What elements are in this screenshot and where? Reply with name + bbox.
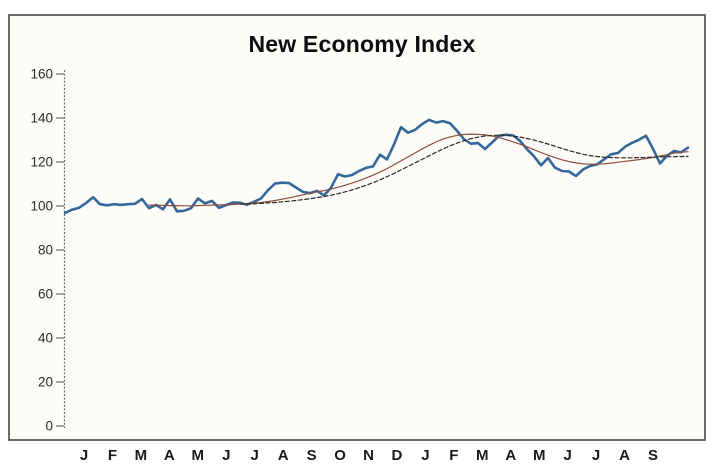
x-axis-month-label: M — [135, 447, 148, 464]
x-axis-month-label: S — [307, 447, 317, 464]
x-axis-month-label: J — [222, 447, 230, 464]
x-axis-month-label: M — [476, 447, 489, 464]
y-axis-tick-label: 100 — [30, 199, 53, 214]
y-axis-tick-label: 140 — [30, 111, 53, 126]
short-moving-average-line — [148, 133, 689, 207]
x-axis-month-label: F — [108, 447, 117, 464]
x-axis-month-label: M — [192, 447, 205, 464]
x-axis-month-label: S — [648, 447, 658, 464]
y-axis-tick-label: 0 — [45, 419, 53, 434]
y-axis-tick-label: 120 — [30, 155, 53, 170]
x-axis-month-label: J — [421, 447, 429, 464]
x-axis-month-label: J — [251, 447, 259, 464]
x-axis-month-label: D — [392, 447, 403, 464]
y-axis-tick-label: 80 — [38, 243, 53, 258]
x-axis-month-label: A — [619, 447, 630, 464]
x-axis-month-label: A — [278, 447, 289, 464]
x-axis-month-label: A — [164, 447, 175, 464]
y-axis-tick-label: 60 — [38, 287, 53, 302]
x-axis-month-label: F — [449, 447, 458, 464]
plot-lines — [63, 118, 690, 215]
chart-frame — [8, 14, 706, 441]
chart-title: New Economy Index — [248, 31, 475, 57]
x-axis-month-label: A — [505, 447, 516, 464]
y-axis-tick-label: 20 — [38, 375, 53, 390]
x-axis-month-label: J — [592, 447, 600, 464]
x-axis-month-label: O — [334, 447, 346, 464]
y-axis-tick-label: 40 — [38, 331, 53, 346]
new-economy-index-weekly-line — [63, 118, 690, 215]
x-axis-month-label: J — [563, 447, 571, 464]
long-moving-average-line — [239, 134, 689, 205]
x-axis-month-label: M — [533, 447, 546, 464]
x-axis-month-label: J — [80, 447, 88, 464]
x-axis-month-label: N — [363, 447, 374, 464]
y-axis-tick-label: 160 — [30, 67, 53, 82]
